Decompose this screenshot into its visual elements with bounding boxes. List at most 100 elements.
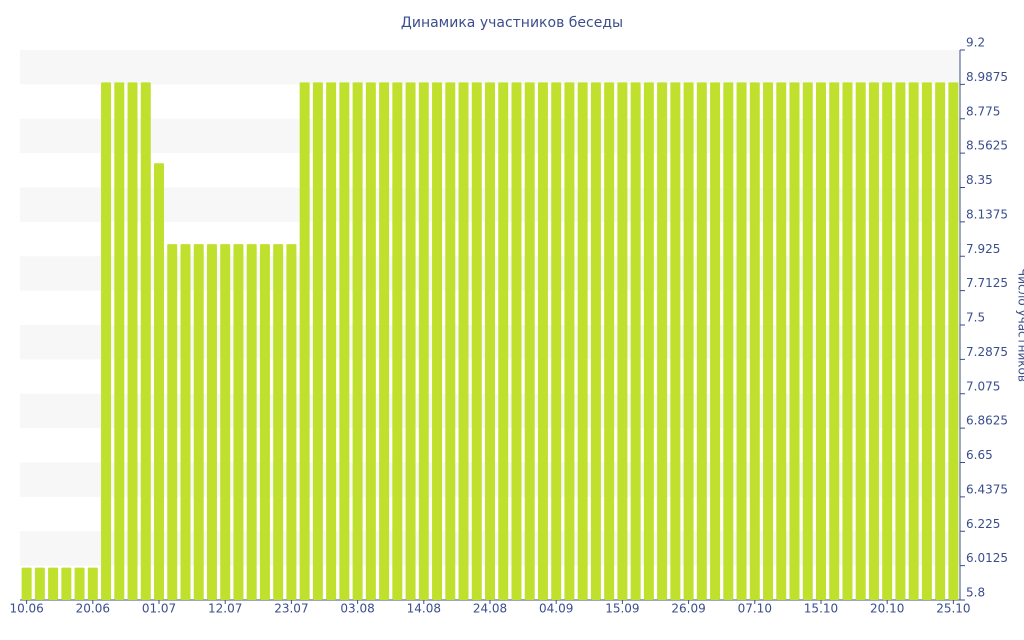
y-tick-label: 7.2875 [966,345,1008,359]
bar [657,82,668,600]
y-tick-label: 9.2 [966,36,985,50]
bar [511,82,522,600]
x-tick-label: 24.08 [473,602,507,616]
bar [935,82,946,600]
bar [763,82,774,600]
x-tick-label: 15.10 [804,602,838,616]
bar [882,82,893,600]
bar [604,82,615,600]
bar [299,82,310,600]
bar [352,82,363,600]
bar [842,82,853,600]
y-tick-label: 7.075 [966,379,1000,393]
bar [683,82,694,600]
bar [206,244,217,600]
bar [127,82,138,600]
x-tick-label: 26.09 [671,602,705,616]
bar [537,82,548,600]
bar [432,82,443,600]
bar [167,244,178,600]
x-tick-label: 20.10 [870,602,904,616]
bar [802,82,813,600]
y-tick-label: 8.9875 [966,70,1008,84]
bar [405,82,416,600]
bar [458,82,469,600]
bar [590,82,601,600]
bar [87,567,98,600]
bar [21,567,32,600]
y-tick-label: 6.4375 [966,482,1008,496]
bar [564,82,575,600]
bar [34,567,45,600]
bar [485,82,495,600]
bar [723,82,734,600]
x-tick-label: 14.08 [407,602,441,616]
x-tick-label: 23.07 [274,602,308,616]
x-tick-label: 20.06 [76,602,110,616]
bar [286,244,297,600]
bar [365,82,376,600]
x-tick-label: 12.07 [208,602,242,616]
bar [418,82,429,600]
bar [524,82,535,600]
bar [789,82,800,600]
bar [749,82,760,600]
bar [101,82,112,600]
bar [445,82,456,600]
bar [577,82,588,600]
bar [379,82,390,600]
bar [829,82,840,600]
bar [815,82,826,600]
x-tick-label: 07.10 [738,602,772,616]
bar [776,82,787,600]
y-axis-title: Число участников [1016,268,1024,382]
y-tick-label: 5.8 [966,586,985,600]
bar [921,82,932,600]
bar [339,82,350,600]
y-tick-label: 7.7125 [966,276,1008,290]
y-tick-label: 6.225 [966,517,1000,531]
bar [140,82,151,600]
bar [273,244,284,600]
bar [220,244,231,600]
bar [948,82,959,600]
bar [61,567,72,600]
bar [908,82,919,600]
y-tick-label: 8.1375 [966,207,1008,221]
x-tick-label: 04.09 [539,602,573,616]
x-tick-label: 10.06 [9,602,43,616]
x-tick-label: 15.09 [605,602,639,616]
chart-title: Динамика участников беседы [401,15,623,31]
grid-band [20,50,960,85]
bar [471,82,482,600]
y-tick-label: 7.925 [966,242,1000,256]
bar [233,244,244,600]
bar [154,163,165,600]
bar [114,82,125,600]
bar [392,82,403,600]
bar [498,82,509,600]
bar [736,82,747,600]
bar [551,82,562,600]
bar [246,244,257,600]
bar [855,82,866,600]
bar [630,82,641,600]
x-tick-label: 03.08 [340,602,374,616]
bar [326,82,337,600]
x-tick-label: 01.07 [142,602,176,616]
bar [180,244,191,600]
y-tick-label: 6.65 [966,448,993,462]
y-tick-label: 8.35 [966,173,993,187]
y-tick-label: 6.0125 [966,551,1008,565]
bar [259,244,270,600]
bar [312,82,323,600]
x-tick-label: 25.10 [936,602,970,616]
bar [710,82,721,600]
y-tick-label: 7.5 [966,311,985,325]
bar [74,567,85,600]
bar [895,82,906,600]
y-tick-label: 8.5625 [966,139,1008,153]
bar [868,82,879,600]
y-tick-label: 8.775 [966,104,1000,118]
